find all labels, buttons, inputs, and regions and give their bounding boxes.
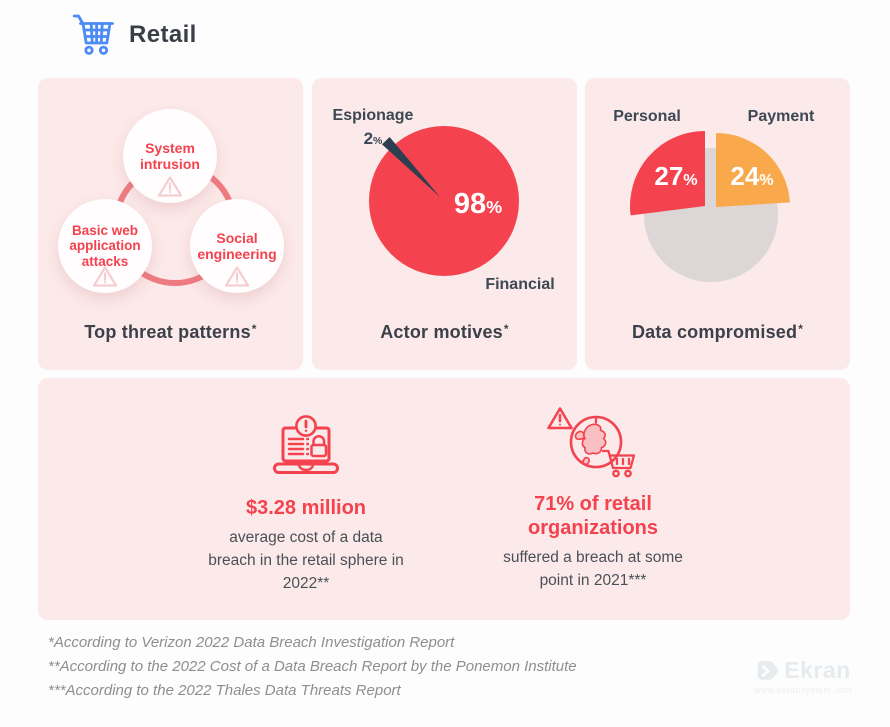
stat-highlight: 71% of retail organizations	[527, 493, 658, 539]
card-key-stats: $3.28 million average cost of a data bre…	[38, 378, 850, 620]
threat-bubble-basic-web-application-attacks: Basic web application attacks	[58, 199, 152, 293]
card-title: Actor motives*	[380, 322, 509, 342]
footnotes: *According to Verizon 2022 Data Breach I…	[48, 631, 577, 703]
footnote-1: *According to Verizon 2022 Data Breach I…	[48, 634, 455, 651]
actor-motives-pie-chart	[369, 126, 519, 276]
watermark-brand: Ekran	[784, 657, 851, 683]
footnote-marker: *	[798, 322, 804, 336]
financial-value: 98%	[453, 188, 503, 220]
shopping-cart-icon	[72, 14, 114, 55]
laptop-alert-lock-icon	[273, 415, 339, 474]
stat-highlight: $3.28 million	[245, 497, 367, 519]
card-top-threat-patterns: System intrusion Basic web application a…	[38, 78, 303, 370]
espionage-slice	[382, 137, 440, 197]
footnote-3: ***According to the 2022 Thales Data Thr…	[48, 682, 401, 699]
watermark-url: www.ekransystem.com	[754, 685, 852, 695]
stat-body: average cost of a data breach in the ret…	[208, 529, 404, 592]
card-title: Top threat patterns*	[84, 322, 257, 342]
card-actor-motives: Espionage 2% 98% Financial Actor motives…	[312, 78, 577, 370]
threat-label: Basic web application attacks	[69, 222, 141, 269]
threat-label: System intrusion	[140, 139, 200, 172]
stat-retail-breaches: 71% of retail organizations suffered a b…	[478, 403, 708, 593]
espionage-label: Espionage	[332, 107, 414, 124]
footnote-2: **According to the 2022 Cost of a Data B…	[48, 658, 577, 675]
cards-row: System intrusion Basic web application a…	[38, 78, 850, 370]
watermark-row: Ekran	[742, 657, 864, 684]
stat-breach-cost: $3.28 million average cost of a data bre…	[191, 414, 421, 596]
warning-triangle-icon	[224, 266, 250, 287]
threat-label: Social engineering	[197, 229, 277, 262]
footnote-marker: *	[503, 322, 509, 336]
card-data-compromised: Personal Payment 27% 24% Data compromise…	[585, 78, 850, 370]
stat-body: suffered a breach at some point in 2021*…	[503, 549, 683, 589]
warning-triangle-icon	[92, 266, 118, 287]
payment-slice	[716, 132, 790, 207]
globe-warning-cart-icon	[546, 407, 635, 478]
threat-bubble-system-intrusion: System intrusion	[123, 109, 217, 203]
page-title: Retail	[129, 20, 197, 48]
ekran-chevron-logo	[757, 660, 779, 680]
personal-label: Personal	[613, 108, 681, 125]
header: Retail	[72, 12, 197, 57]
payment-label: Payment	[747, 108, 815, 125]
payment-value: 24%	[730, 161, 774, 191]
personal-value: 27%	[654, 161, 698, 191]
warning-triangle-icon	[157, 176, 183, 197]
data-compromised-pie-chart	[630, 131, 790, 282]
personal-slice	[630, 131, 705, 216]
financial-label: Financial	[485, 276, 555, 293]
espionage-value: 2%	[363, 129, 383, 148]
threat-bubble-social-engineering: Social engineering	[190, 199, 284, 293]
brand-watermark: Ekran www.ekransystem.com	[742, 657, 864, 695]
card-title: Data compromised*	[631, 322, 804, 342]
footnote-marker: *	[251, 322, 257, 336]
